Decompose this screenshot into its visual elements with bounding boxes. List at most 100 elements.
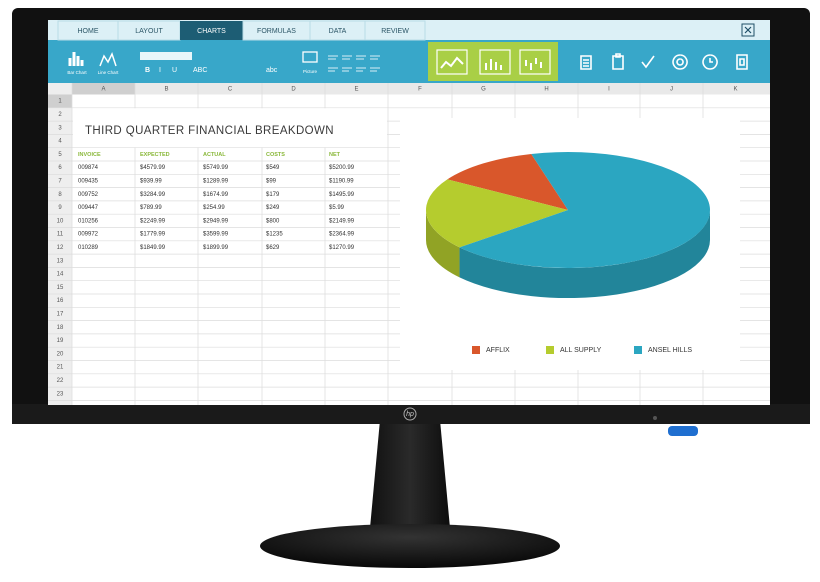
table-cell: 010256: [78, 218, 99, 224]
row-number: 6: [58, 165, 62, 171]
row-number: 2: [58, 112, 62, 118]
row-number: 16: [57, 298, 64, 304]
format-button[interactable]: I: [159, 67, 161, 74]
tab[interactable]: [180, 21, 243, 40]
chart-type-button[interactable]: [436, 49, 468, 75]
power-led: [653, 416, 657, 420]
table-cell: $1270.99: [329, 245, 355, 251]
logo-ring: [403, 407, 417, 421]
format-button[interactable]: ABC: [193, 67, 207, 74]
table-cell: 010289: [78, 245, 99, 251]
ribbon-label: Picture: [303, 69, 318, 74]
table-cell: $2949.99: [203, 218, 229, 224]
tab-label: CHARTS: [197, 28, 226, 35]
ribbon-label: Bar Chart: [67, 70, 87, 75]
row-number: 3: [58, 125, 62, 131]
row-number: 17: [57, 312, 64, 318]
legend-label: AFFLIX: [486, 347, 510, 354]
column-letter: E: [354, 87, 358, 93]
close-button[interactable]: [741, 23, 755, 37]
row-number: 5: [58, 152, 62, 158]
title-area: [73, 108, 387, 148]
ribbon: [48, 40, 770, 83]
row-header-active: [48, 94, 72, 108]
table-cell: $939.99: [140, 179, 162, 185]
align-icon: [370, 55, 380, 72]
pie-slice: [459, 151, 710, 268]
row-number: 11: [57, 232, 64, 238]
format-button[interactable]: abc: [266, 67, 278, 74]
row-number: 14: [57, 272, 64, 278]
column-header-active: [72, 83, 135, 95]
column-letter: C: [228, 87, 233, 93]
column-letter: J: [670, 87, 673, 93]
row-number: 4: [58, 139, 62, 145]
table-cell: $2364.99: [329, 232, 355, 238]
row-number: 23: [57, 391, 64, 397]
column-letter: F: [418, 87, 422, 93]
screen: HOME LAYOUT CHARTS FORMULAS DATA REVIEW Bar Ch…: [48, 20, 770, 405]
toolbar-icon[interactable]: [672, 54, 688, 70]
toolbar-icon[interactable]: [641, 55, 655, 69]
button[interactable]: [668, 426, 698, 436]
format-button[interactable]: B: [145, 67, 150, 74]
row-header-bar: [48, 83, 72, 405]
legend-swatch: [472, 346, 480, 354]
row-number: 15: [57, 285, 64, 291]
row-number: 12: [57, 245, 64, 251]
legend-swatch: [546, 346, 554, 354]
table-cell: 009874: [78, 165, 99, 171]
table-cell: $1289.99: [203, 179, 229, 185]
chart-group: [428, 42, 558, 81]
tab-label: REVIEW: [381, 28, 409, 35]
legend-label: ALL SUPPLY: [560, 347, 602, 354]
column-letter: H: [544, 87, 548, 93]
chart-type-button[interactable]: [519, 49, 551, 75]
tab[interactable]: [364, 20, 426, 41]
stand-neck: [370, 420, 450, 528]
table-header: EXPECTED: [140, 152, 170, 158]
toolbar-icon[interactable]: [702, 54, 718, 70]
row-number: 10: [57, 218, 64, 224]
chart-type-button[interactable]: [479, 49, 511, 75]
table-cell: $2249.99: [140, 218, 166, 224]
chart-type-icon: [440, 56, 464, 69]
pie-slice: [426, 179, 568, 248]
column-letter: D: [291, 87, 296, 93]
pie-slice-side: [459, 210, 710, 299]
table-cell: $4579.99: [140, 165, 166, 171]
table-cell: $1495.99: [329, 192, 355, 198]
column-header-bar: [48, 83, 770, 95]
pie-slice: [447, 153, 568, 210]
row-number: 21: [57, 365, 64, 371]
table-cell: $179: [266, 192, 280, 198]
table-header: COSTS: [266, 152, 285, 158]
table-cell: $5749.99: [203, 165, 229, 171]
table-header: ACTUAL: [203, 152, 226, 158]
pie-slice-side: [426, 210, 460, 278]
row-number: 7: [58, 179, 62, 185]
toolbar-icon[interactable]: [580, 55, 592, 70]
chart-type-icon: [485, 59, 502, 70]
column-letter: A: [101, 87, 105, 93]
table-cell: $1674.99: [203, 192, 229, 198]
toolbar-icon[interactable]: [612, 53, 624, 70]
table-cell: 009972: [78, 232, 99, 238]
tab-label: LAYOUT: [135, 28, 163, 35]
table-cell: $629: [266, 245, 280, 251]
format-button[interactable]: U: [172, 67, 177, 74]
align-icon: [342, 55, 352, 72]
table-cell: $1779.99: [140, 232, 166, 238]
table-cell: $5200.99: [329, 165, 355, 171]
table-cell: 009435: [78, 179, 99, 185]
table-cell: $249: [266, 205, 280, 211]
table-cell: $549: [266, 165, 280, 171]
tab-label: DATA: [329, 28, 347, 35]
legend-label: ANSEL HILLS: [648, 347, 692, 354]
font-box: [140, 52, 192, 60]
row-number: 9: [58, 205, 62, 211]
row-number: 8: [58, 192, 62, 198]
toolbar-icon[interactable]: [736, 54, 748, 70]
tab-label: FORMULAS: [257, 28, 296, 35]
